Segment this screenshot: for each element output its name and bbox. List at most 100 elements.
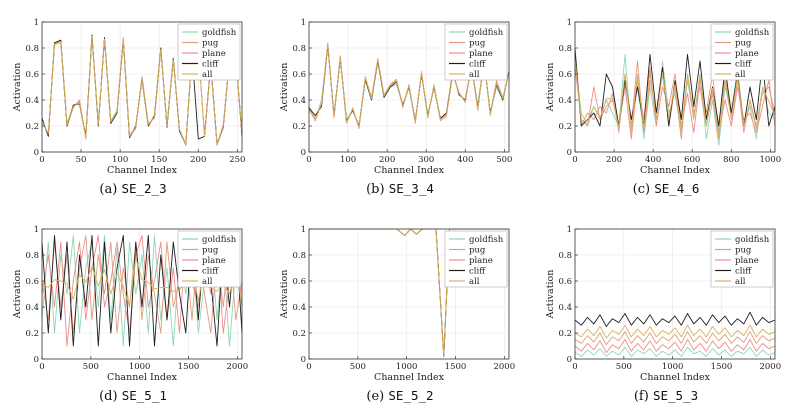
legend-label-pug: pug: [469, 39, 486, 49]
caption-code: SE_4_6: [654, 181, 700, 196]
y-tick-label: 0.4: [25, 96, 39, 106]
caption-d: (d) SE_5_1: [3, 388, 263, 404]
y-tick-label: 1: [301, 18, 306, 28]
x-axis-label: Channel Index: [107, 165, 178, 175]
y-tick-label: 0.6: [292, 70, 306, 80]
x-tick-label: 200: [379, 155, 395, 165]
legend-label-pug: pug: [735, 39, 752, 49]
legend-label-goldfish: goldfish: [735, 235, 770, 245]
y-tick-label: 0.8: [292, 44, 306, 54]
x-tick-label: 250: [229, 155, 245, 165]
legend-label-cliff: cliff: [469, 60, 486, 70]
caption-letter: (f): [633, 389, 649, 404]
legend-label-cliff: cliff: [735, 267, 752, 277]
series-line-pug: [574, 331, 776, 346]
y-tick-label: 1: [567, 18, 572, 28]
caption-a: (a) SE_2_3: [3, 181, 263, 197]
x-tick-label: 400: [457, 155, 473, 165]
x-tick-label: 1000: [129, 362, 151, 372]
legend-label-pug: pug: [735, 246, 752, 256]
legend-label-pug: pug: [469, 246, 486, 256]
legend-label-cliff: cliff: [202, 60, 219, 70]
y-tick-label: 0: [567, 148, 572, 158]
y-axis-label: Activation: [279, 270, 290, 320]
legend-label-goldfish: goldfish: [735, 28, 770, 38]
y-tick-label: 0.4: [558, 303, 572, 313]
x-tick-label: 100: [340, 155, 356, 165]
caption-e: (e) SE_5_2: [270, 388, 530, 404]
axes-frame: [41, 21, 243, 153]
y-axis-label: Activation: [545, 270, 556, 320]
x-tick-label: 1500: [178, 362, 200, 372]
chart-b: 0 100 200 300 400 500 0 0.2 0.4 0.6 0.8 1 Channel In…: [279, 18, 512, 176]
x-tick-label: 0: [39, 362, 44, 372]
y-tick-label: 0.2: [25, 122, 39, 132]
y-tick-label: 0.4: [558, 96, 572, 106]
legend-label-goldfish: goldfish: [202, 28, 237, 38]
y-tick-label: 0: [567, 355, 572, 365]
x-axis-label: Channel Index: [374, 165, 445, 175]
x-tick-label: 300: [418, 155, 434, 165]
legend-label-pug: pug: [202, 39, 219, 49]
x-tick-label: 0: [572, 155, 577, 165]
x-tick-label: 50: [76, 155, 87, 165]
y-tick-label: 1: [34, 225, 39, 235]
chart-c: 0 200 400 600 800 1000 0 0.2 0.4 0.6 0.8 1 Channel I…: [545, 18, 781, 176]
x-tick-label: 1500: [445, 362, 467, 372]
panel-f: 0 500 1000 1500 2000 0 0.2 0.4 0.6 0.8 1 Channel In…: [533, 207, 800, 413]
caption-b: (b) SE_3_4: [270, 181, 530, 197]
series-line-all: [41, 35, 243, 145]
legend-label-goldfish: goldfish: [202, 235, 237, 245]
x-tick-label: 2000: [759, 362, 781, 372]
caption-letter: (b): [366, 182, 385, 197]
legend-label-cliff: cliff: [735, 60, 752, 70]
legend-label-pug: pug: [202, 246, 219, 256]
x-tick-label: 1000: [662, 362, 684, 372]
y-tick-label: 0.8: [292, 251, 306, 261]
series-line-plane: [574, 339, 776, 353]
y-tick-label: 0.4: [25, 303, 39, 313]
x-tick-label: 150: [151, 155, 167, 165]
y-tick-label: 0.8: [25, 251, 39, 261]
panel-b: 0 100 200 300 400 500 0 0.2 0.4 0.6 0.8 1 Channel In…: [267, 0, 534, 206]
axes-frame: [308, 21, 510, 153]
x-tick-label: 500: [350, 362, 366, 372]
series-line-all: [574, 58, 776, 137]
caption-code: SE_5_1: [121, 388, 167, 403]
x-tick-label: 2000: [226, 362, 248, 372]
caption-letter: (c): [632, 182, 651, 197]
x-axis-label: Channel Index: [640, 165, 711, 175]
panel-a: 0 50 100 150 200 250 0 0.2 0.4 0.6 0.8 1 Channel Ind…: [0, 0, 267, 206]
legend-label-all: all: [202, 70, 213, 80]
series-line-goldfish: [574, 346, 776, 357]
series-line-cliff: [574, 311, 776, 327]
x-tick-label: 500: [83, 362, 99, 372]
x-tick-label: 1500: [711, 362, 733, 372]
y-tick-label: 0.2: [292, 329, 306, 339]
caption-code: SE_5_2: [388, 388, 434, 403]
chart-d: 0 500 1000 1500 2000 0 0.2 0.4 0.6 0.8 1 Channel In…: [12, 225, 248, 383]
x-tick-label: 800: [723, 155, 739, 165]
x-tick-label: 0: [39, 155, 44, 165]
y-tick-label: 0.6: [25, 70, 39, 80]
y-tick-label: 0.6: [558, 70, 572, 80]
x-axis-label: Channel Index: [374, 372, 445, 382]
y-tick-label: 0.8: [558, 44, 572, 54]
x-axis-label: Channel Index: [640, 372, 711, 382]
x-tick-label: 500: [496, 155, 512, 165]
caption-letter: (d): [99, 389, 118, 404]
x-tick-label: 500: [616, 362, 632, 372]
y-tick-label: 0.6: [292, 277, 306, 287]
y-axis-label: Activation: [545, 63, 556, 113]
y-axis-label: Activation: [279, 63, 290, 113]
legend-box: [177, 230, 241, 288]
chart-e: 0 500 1000 1500 2000 0 0.2 0.4 0.6 0.8 1 Channel In…: [279, 225, 515, 383]
legend-box: [710, 230, 774, 288]
series-line-all: [574, 324, 776, 339]
axes-frame: [574, 21, 776, 153]
caption-c: (c) SE_4_6: [536, 181, 796, 197]
legend-label-plane: plane: [735, 256, 759, 266]
legend-label-all: all: [469, 277, 480, 287]
legend-label-cliff: cliff: [469, 267, 486, 277]
y-tick-label: 1: [301, 225, 306, 235]
